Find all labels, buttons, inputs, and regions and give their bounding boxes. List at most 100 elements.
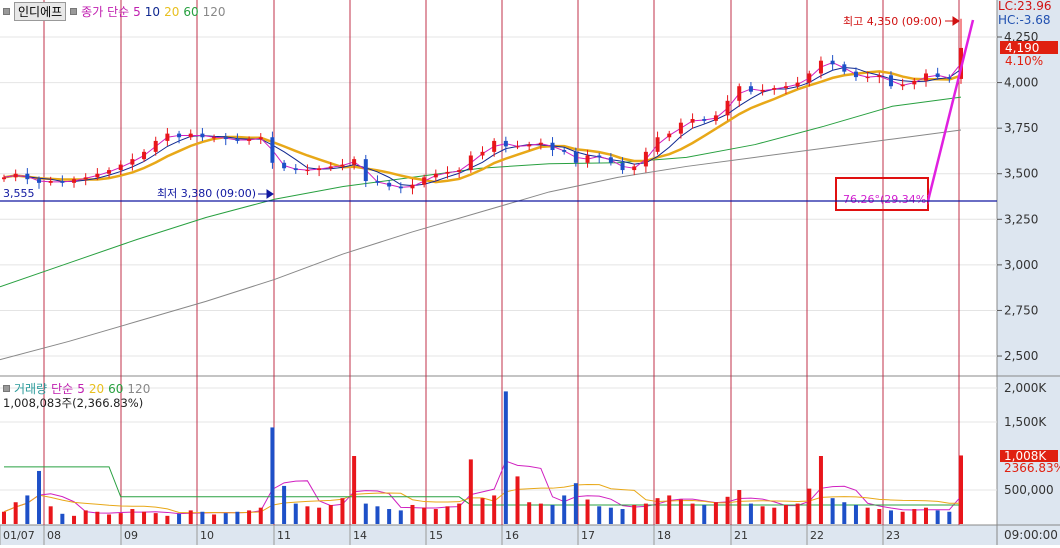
- x-tick-label: 23: [886, 529, 900, 542]
- candle-body: [37, 179, 42, 183]
- volume-bar: [83, 510, 88, 524]
- price-tick-label: 4,000: [1004, 76, 1038, 90]
- volume-bar: [678, 499, 683, 524]
- ma60-line: [0, 96, 962, 288]
- candle-body: [468, 155, 473, 171]
- candle-body: [95, 173, 100, 178]
- panel-toggle-icon[interactable]: [3, 8, 10, 15]
- candle-body: [153, 140, 158, 152]
- angle-label: 76.26°(29.34%): [843, 193, 931, 206]
- trend-line[interactable]: [926, 19, 975, 202]
- price-tick-label: 3,250: [1004, 212, 1038, 226]
- volume-bar: [375, 506, 380, 524]
- candle-body: [188, 133, 193, 138]
- volume-bar: [142, 511, 147, 524]
- volume-bar: [165, 515, 170, 524]
- x-tick-label: 08: [47, 529, 61, 542]
- candle-body: [363, 159, 368, 182]
- ma-period-120: 120: [202, 4, 226, 19]
- volume-bar: [655, 498, 660, 524]
- candle-body: [223, 137, 228, 140]
- volume-bar: [503, 391, 508, 524]
- volume-tick-label: 2,000K: [1004, 381, 1047, 395]
- volume-bar: [293, 503, 298, 524]
- volume-bar: [562, 495, 567, 524]
- volume-bar: [737, 490, 742, 524]
- ma-period-10: 10: [144, 4, 161, 19]
- candle-body: [142, 151, 147, 160]
- price-tick-label: 3,500: [1004, 167, 1038, 181]
- ma10-line: [3, 67, 962, 187]
- volume-bar: [608, 507, 613, 524]
- volume-bar: [118, 513, 123, 524]
- candle-body: [165, 133, 170, 141]
- volume-bar: [95, 511, 100, 524]
- candle-body: [655, 137, 660, 152]
- volume-bar: [107, 514, 112, 524]
- volume-toggle-icon[interactable]: [3, 385, 10, 392]
- volume-bar: [830, 498, 835, 524]
- ma20-line: [3, 70, 962, 184]
- candle-body: [270, 137, 275, 163]
- candle-body: [515, 146, 520, 148]
- candle-body: [912, 80, 917, 85]
- volume-bar: [725, 496, 730, 524]
- indicator-toggle-icon[interactable]: [70, 8, 78, 15]
- candle-body: [457, 170, 462, 172]
- low-arrow-icon: [258, 189, 274, 199]
- volume-bar: [842, 502, 847, 524]
- candle-body: [632, 166, 637, 171]
- lc-label-value: LC:23.96: [998, 0, 1051, 13]
- volume-bar: [783, 504, 788, 524]
- volume-bar: [772, 507, 777, 524]
- candle-body: [235, 139, 240, 141]
- candle-body: [900, 84, 905, 87]
- low-label: 최저 3,380 (09:00): [157, 187, 256, 200]
- angle-box: [835, 177, 929, 211]
- left-value-label: 3,555: [3, 187, 35, 200]
- volume-bar: [515, 476, 520, 524]
- vol-tag-bg: [1000, 450, 1058, 462]
- volume-bar: [387, 509, 392, 524]
- volume-bar: [422, 507, 427, 524]
- volume-bar: [923, 507, 928, 524]
- candle-body: [422, 177, 427, 185]
- candle-body: [293, 168, 298, 171]
- volume-bar: [188, 510, 193, 524]
- volume-bar: [573, 483, 578, 524]
- volume-bar: [538, 503, 543, 524]
- candle-body: [410, 184, 415, 189]
- candle-body: [713, 115, 718, 121]
- candle-body: [445, 171, 450, 174]
- candle-body: [562, 150, 567, 152]
- volume-bar: [527, 502, 532, 524]
- candle-body: [608, 157, 613, 163]
- volume-bar: [492, 495, 497, 524]
- volume-bar: [550, 504, 555, 524]
- candle-body: [643, 151, 648, 167]
- volume-bar: [433, 509, 438, 524]
- x-tick-label: 09: [124, 529, 138, 542]
- volume-ma20-line: [3, 483, 962, 514]
- vol-ma-5: 5: [77, 381, 85, 396]
- candle-body: [597, 155, 602, 158]
- volume-bar: [807, 488, 812, 524]
- candle-body: [200, 133, 205, 138]
- volume-bar: [585, 499, 590, 524]
- time-label: 09:00:00: [1004, 528, 1058, 542]
- candle-body: [748, 86, 753, 92]
- price-tick-label: 4,250: [1004, 30, 1038, 44]
- volume-bar: [818, 456, 823, 524]
- candle-body: [375, 181, 380, 183]
- volume-ma5-line: [3, 460, 962, 515]
- x-tick-label: 21: [734, 529, 748, 542]
- volume-bar: [888, 510, 893, 524]
- volume-bar: [305, 506, 310, 524]
- vol-ma-60: 60: [108, 381, 124, 396]
- volume-bar: [959, 455, 963, 524]
- volume-bar: [25, 495, 30, 524]
- volume-bar: [620, 509, 625, 524]
- stock-name-button[interactable]: 인디에프: [14, 2, 67, 21]
- volume-bar: [410, 504, 415, 524]
- ma120-line: [0, 129, 962, 361]
